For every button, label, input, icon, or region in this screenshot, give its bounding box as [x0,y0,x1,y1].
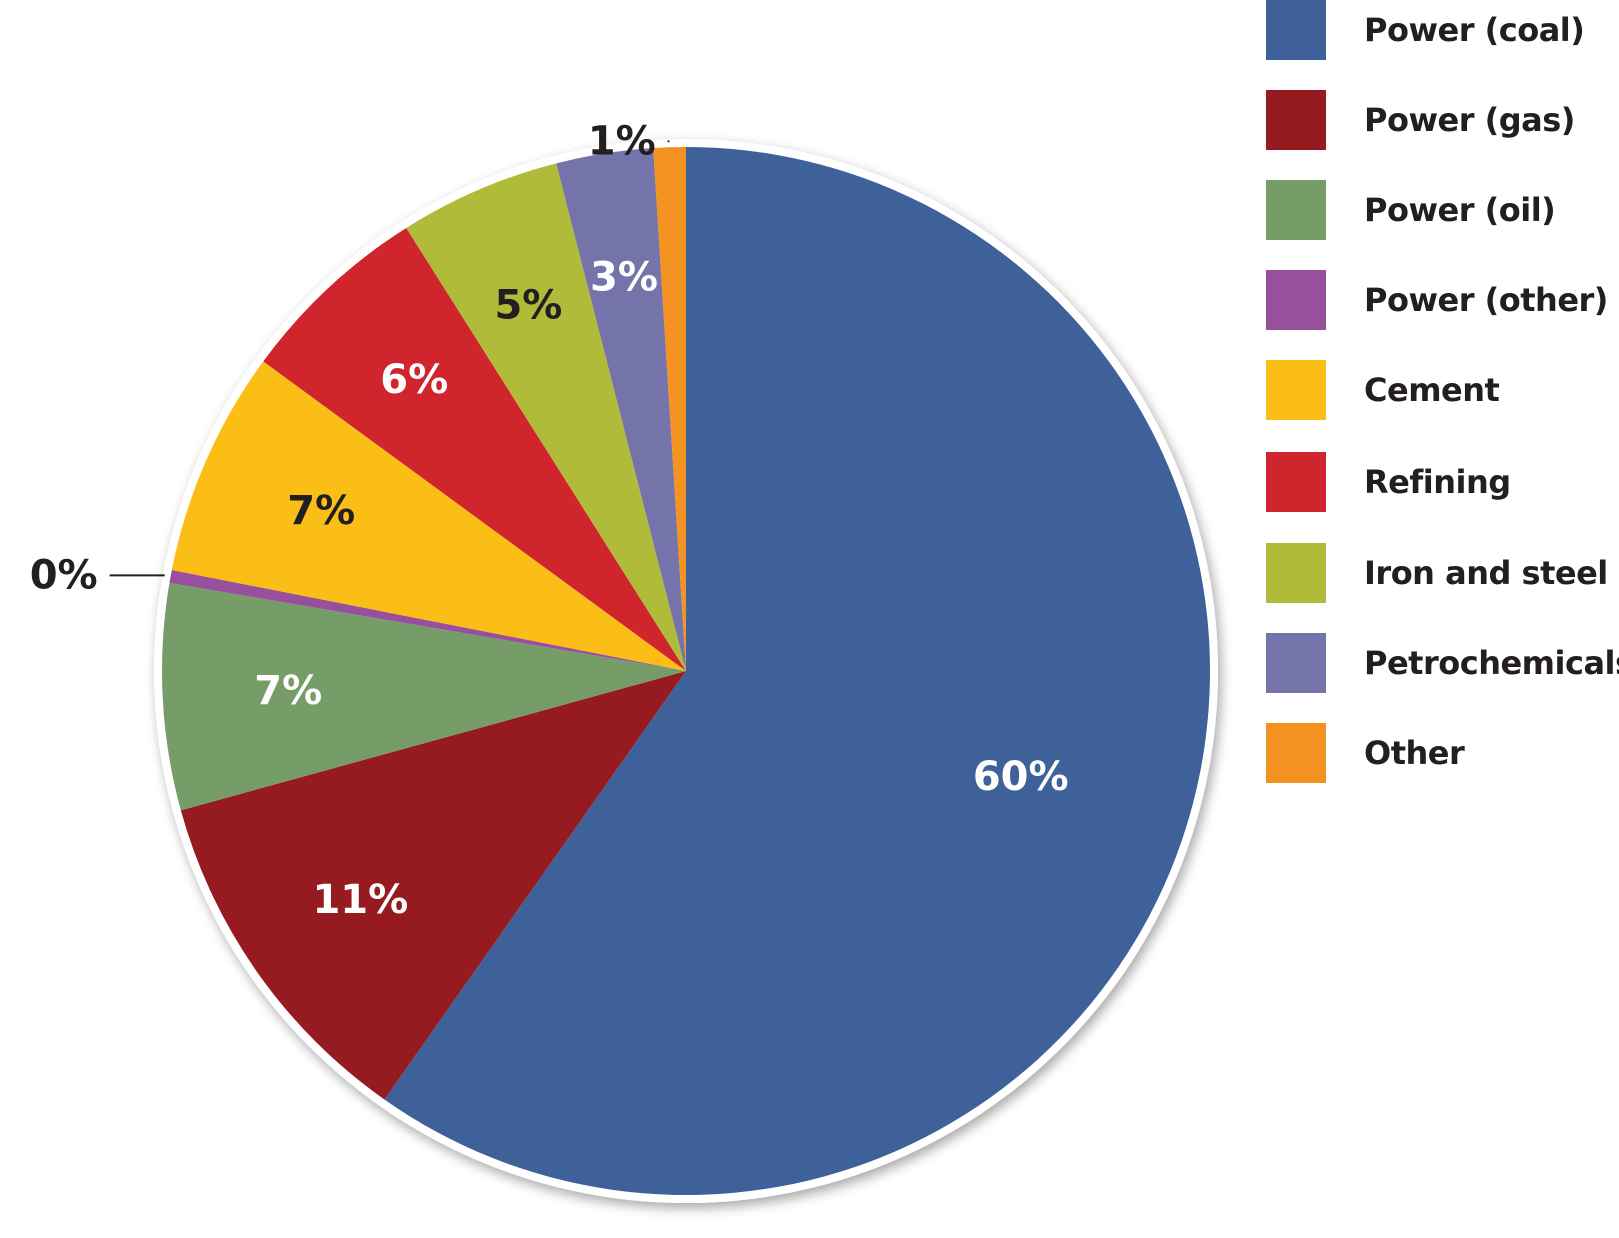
legend-swatch [1266,633,1326,693]
slice-label-petrochemicals: 3% [590,255,658,301]
legend-swatch [1266,0,1326,60]
legend-swatch [1266,360,1326,420]
legend-item-cement: Cement [1266,360,1619,420]
legend-item-petrochemicals: Petrochemicals [1266,633,1619,693]
legend-swatch [1266,723,1326,783]
pie-slices [161,147,1210,1195]
slice-label-iron-and-steel: 5% [494,282,562,328]
pie-slice-power-other [169,569,687,671]
legend-label: Refining [1364,463,1511,501]
pie-callouts: 0% 1% [30,118,670,598]
legend-swatch [1266,270,1326,330]
legend-label: Iron and steel [1364,554,1608,592]
legend-label: Cement [1364,371,1500,409]
legend-item-power-coal: Power (coal) [1266,0,1619,60]
legend-swatch [1266,90,1326,150]
legend-label: Petrochemicals [1364,644,1619,682]
pie-slice-power-oil [161,582,686,811]
legend-label: Power (other) [1364,281,1608,319]
legend-swatch [1266,543,1326,603]
legend-item-power-oil: Power (oil) [1266,180,1619,240]
slice-label-refining: 6% [380,357,448,403]
legend-label: Power (oil) [1364,191,1556,229]
legend-label: Power (gas) [1364,101,1575,139]
slice-label-power-other: 0% [30,552,98,598]
slice-label-power-gas: 11% [312,877,408,923]
pie-slice-power-coal [384,147,1210,1195]
legend-swatch [1266,452,1326,512]
legend-item-power-other: Power (other) [1266,270,1619,330]
legend-item-iron-and-steel: Iron and steel [1266,543,1619,603]
legend-item-power-gas: Power (gas) [1266,90,1619,150]
legend-label: Power (coal) [1364,11,1585,49]
pie-slice-iron-and-steel [406,163,686,671]
pie-slice-refining [263,227,686,671]
pie-slice-petrochemicals [556,148,686,672]
legend-label: Other [1364,734,1465,772]
slice-label-power-oil: 7% [254,668,322,714]
legend-swatch [1266,180,1326,240]
slice-label-power-coal: 60% [973,754,1069,800]
pie-slice-labels: 60% 11% 7% 7% 6% 5% 3% [254,255,1068,924]
slice-label-other: 1% [588,118,656,164]
pie-slice-cement [171,361,686,671]
legend: Power (coal) Power (gas) Power (oil) Power … [1266,0,1619,800]
slice-label-cement: 7% [287,488,355,534]
pie-slice-other [653,147,686,671]
pie-slice-power-gas [180,671,687,1100]
legend-item-refining: Refining [1266,452,1619,512]
legend-item-other: Other [1266,723,1619,783]
